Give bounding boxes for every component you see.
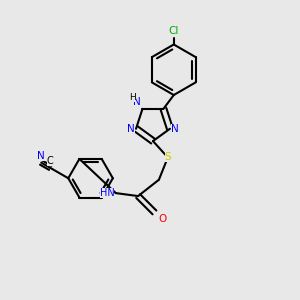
Text: HN: HN: [100, 188, 114, 198]
Text: N: N: [171, 124, 179, 134]
Text: N: N: [133, 97, 141, 107]
Text: N: N: [127, 124, 134, 134]
Text: O: O: [158, 214, 166, 224]
Text: H: H: [129, 93, 136, 102]
Text: Cl: Cl: [169, 26, 179, 36]
Text: N: N: [38, 151, 45, 161]
Text: C: C: [47, 156, 54, 166]
Text: S: S: [164, 152, 171, 162]
